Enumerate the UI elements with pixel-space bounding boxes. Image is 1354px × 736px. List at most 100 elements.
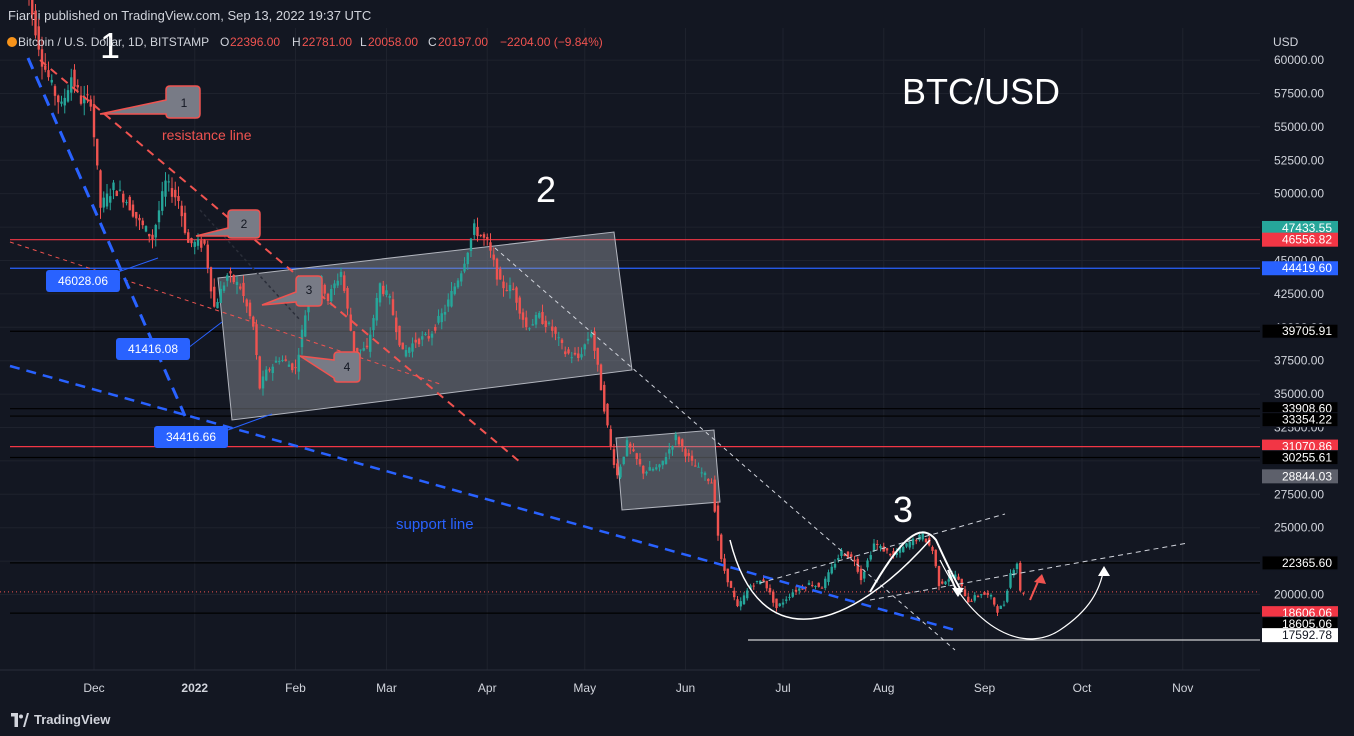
- candle: [798, 586, 801, 595]
- price-scale-label-text: 47433.55: [1282, 221, 1332, 235]
- price-scale-label[interactable]: 18605.06: [1261, 616, 1339, 632]
- candle: [255, 319, 258, 360]
- candle: [720, 533, 723, 563]
- candle: [222, 282, 226, 293]
- candle: [564, 346, 567, 357]
- candle: [716, 501, 720, 541]
- candle: [216, 298, 219, 309]
- candle: [671, 445, 674, 456]
- price-scale-label[interactable]: 28844.03: [1262, 469, 1338, 484]
- candle: [541, 304, 544, 325]
- resistance-trendline[interactable]: [39, 59, 521, 463]
- candle: [1009, 569, 1012, 590]
- price-scale-label[interactable]: 46556.82: [1262, 232, 1338, 247]
- candle: [274, 356, 278, 363]
- candle: [261, 370, 265, 396]
- candle: [538, 311, 541, 320]
- candle: [284, 355, 287, 362]
- candle: [375, 292, 378, 326]
- candle: [508, 277, 512, 299]
- candle: [707, 478, 710, 485]
- candle: [752, 582, 755, 590]
- price-label-46028[interactable]: 46028.06: [46, 257, 159, 292]
- y-tick-label: 27500.00: [1274, 487, 1324, 501]
- candle: [733, 587, 736, 601]
- price-scale-label[interactable]: 33354.22: [1261, 412, 1339, 428]
- candle: [479, 234, 482, 238]
- candle: [778, 602, 781, 608]
- candle: [268, 367, 271, 373]
- candle: [144, 225, 148, 233]
- legend-o-value: 22396.00: [230, 35, 280, 49]
- flag-box[interactable]: [615, 429, 721, 511]
- rising-channel-top[interactable]: [759, 513, 1006, 584]
- candle: [333, 280, 336, 296]
- candle: [430, 331, 434, 346]
- resistance-line-label: resistance line: [162, 127, 252, 143]
- candle: [482, 232, 486, 246]
- candle: [746, 588, 749, 601]
- candle: [437, 309, 440, 325]
- candle: [115, 190, 118, 197]
- horizontal-levels: [0, 239, 1260, 614]
- price-scale-bg[interactable]: [1260, 28, 1354, 702]
- candle: [515, 286, 518, 311]
- candle: [330, 284, 333, 306]
- price-scale-label[interactable]: 44419.60: [1262, 261, 1338, 276]
- zigzag-line[interactable]: [199, 209, 301, 321]
- candle: [937, 565, 941, 591]
- candle: [879, 544, 882, 552]
- candle: [687, 449, 690, 463]
- price-scale-label[interactable]: 39705.91: [1261, 323, 1339, 339]
- price-scale-label[interactable]: 22365.60: [1261, 555, 1339, 571]
- candle: [170, 177, 174, 203]
- candle: [655, 463, 658, 471]
- callout-4[interactable]: 4: [299, 351, 361, 383]
- candle: [993, 597, 996, 607]
- price-label-41416[interactable]: 41416.08: [116, 321, 223, 360]
- candle: [395, 310, 398, 340]
- candle: [658, 463, 661, 472]
- price-scale-label[interactable]: 17592.78: [1262, 628, 1338, 643]
- callout-2[interactable]: 2: [195, 209, 261, 239]
- projection-curve[interactable]: [939, 559, 1105, 640]
- candle: [534, 311, 538, 329]
- ohlc-legend[interactable]: Bitcoin / U.S. Dollar, 1D, BITSTAMP O 22…: [7, 35, 603, 49]
- candle: [580, 347, 583, 360]
- candle: [830, 562, 833, 575]
- candle: [976, 594, 980, 598]
- candle: [960, 578, 963, 590]
- candle: [499, 266, 502, 280]
- candle: [372, 314, 375, 337]
- cup-curve[interactable]: [729, 539, 931, 620]
- resistance-trendline-thin[interactable]: [9, 241, 441, 385]
- price-label-34416[interactable]: 34416.66: [154, 413, 273, 448]
- currency-label: USD: [1273, 35, 1299, 49]
- price-chart[interactable]: 1 2 3 4 46028.06 41416.08 34416.66 1 2 3…: [0, 0, 1354, 702]
- head-curve[interactable]: [869, 531, 963, 593]
- tradingview-logo-icon: [11, 712, 29, 727]
- callout-4-text: 4: [344, 360, 351, 374]
- callout-3[interactable]: 3: [261, 275, 323, 307]
- candle: [531, 319, 534, 326]
- candle: [99, 169, 102, 219]
- candle: [138, 214, 141, 231]
- candle: [586, 331, 590, 345]
- candle: [336, 273, 339, 288]
- candle: [271, 363, 274, 381]
- downtrend-line[interactable]: [494, 247, 956, 651]
- candle: [278, 357, 281, 365]
- tradingview-logo[interactable]: TradingView: [10, 712, 110, 727]
- price-scale-label[interactable]: 47433.55: [1262, 220, 1338, 235]
- candle: [112, 180, 115, 200]
- candle: [599, 363, 603, 391]
- candle: [206, 240, 209, 274]
- price-scale-label[interactable]: 30255.61: [1261, 450, 1339, 466]
- support-trendline[interactable]: [9, 364, 956, 632]
- candle: [989, 593, 993, 600]
- candle: [681, 438, 684, 452]
- callout-1[interactable]: 1: [99, 85, 201, 119]
- candle: [164, 172, 167, 207]
- candle: [53, 84, 57, 106]
- candle: [980, 593, 983, 599]
